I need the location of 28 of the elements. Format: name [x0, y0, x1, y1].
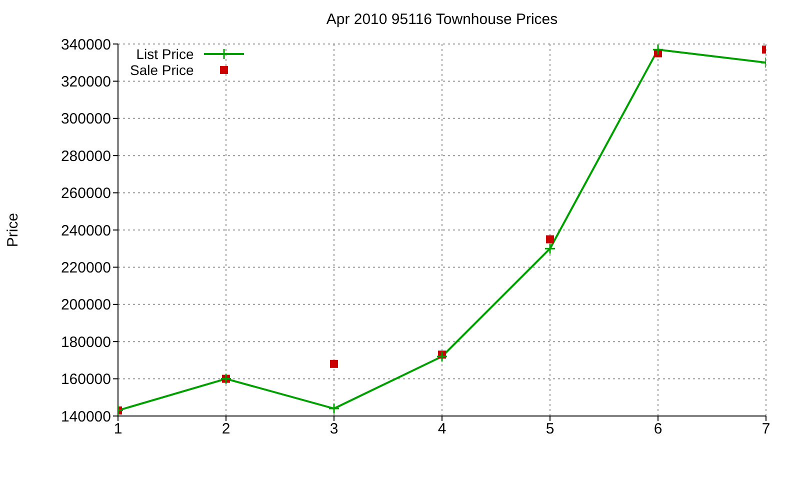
- legend-label: Sale Price: [130, 62, 194, 78]
- x-tick-label: 3: [330, 420, 338, 438]
- x-tick-label: 7: [762, 420, 770, 438]
- x-tick-label: 6: [654, 420, 662, 438]
- y-tick-label: 240000: [60, 222, 111, 240]
- y-axis-title: Price: [4, 212, 22, 248]
- point: [328, 402, 340, 414]
- y-tick-label: 260000: [60, 185, 111, 202]
- x-tick-label: 1: [114, 420, 122, 438]
- legend-label: List Price: [136, 46, 194, 62]
- y-tick-label: 160000: [60, 371, 111, 388]
- y-tick-label: 300000: [60, 110, 111, 128]
- y-tick-label: 220000: [60, 260, 111, 277]
- y-tick-label: 280000: [60, 148, 111, 165]
- x-tick-label: 4: [438, 420, 446, 438]
- y-tick-label: 200000: [60, 296, 111, 314]
- point: [330, 360, 338, 368]
- y-tick-label: 180000: [60, 334, 111, 351]
- point: [546, 235, 554, 244]
- point: [436, 350, 448, 362]
- y-tick-label: 320000: [60, 74, 111, 91]
- point: [652, 44, 664, 56]
- point: [544, 242, 556, 254]
- y-tick-label: 140000: [60, 408, 111, 426]
- y-tick-label: 340000: [60, 36, 111, 54]
- x-tick-label: 5: [546, 420, 554, 438]
- chart-title: Apr 2010 95116 Townhouse Prices: [325, 11, 559, 28]
- x-tick-label: 2: [222, 420, 230, 438]
